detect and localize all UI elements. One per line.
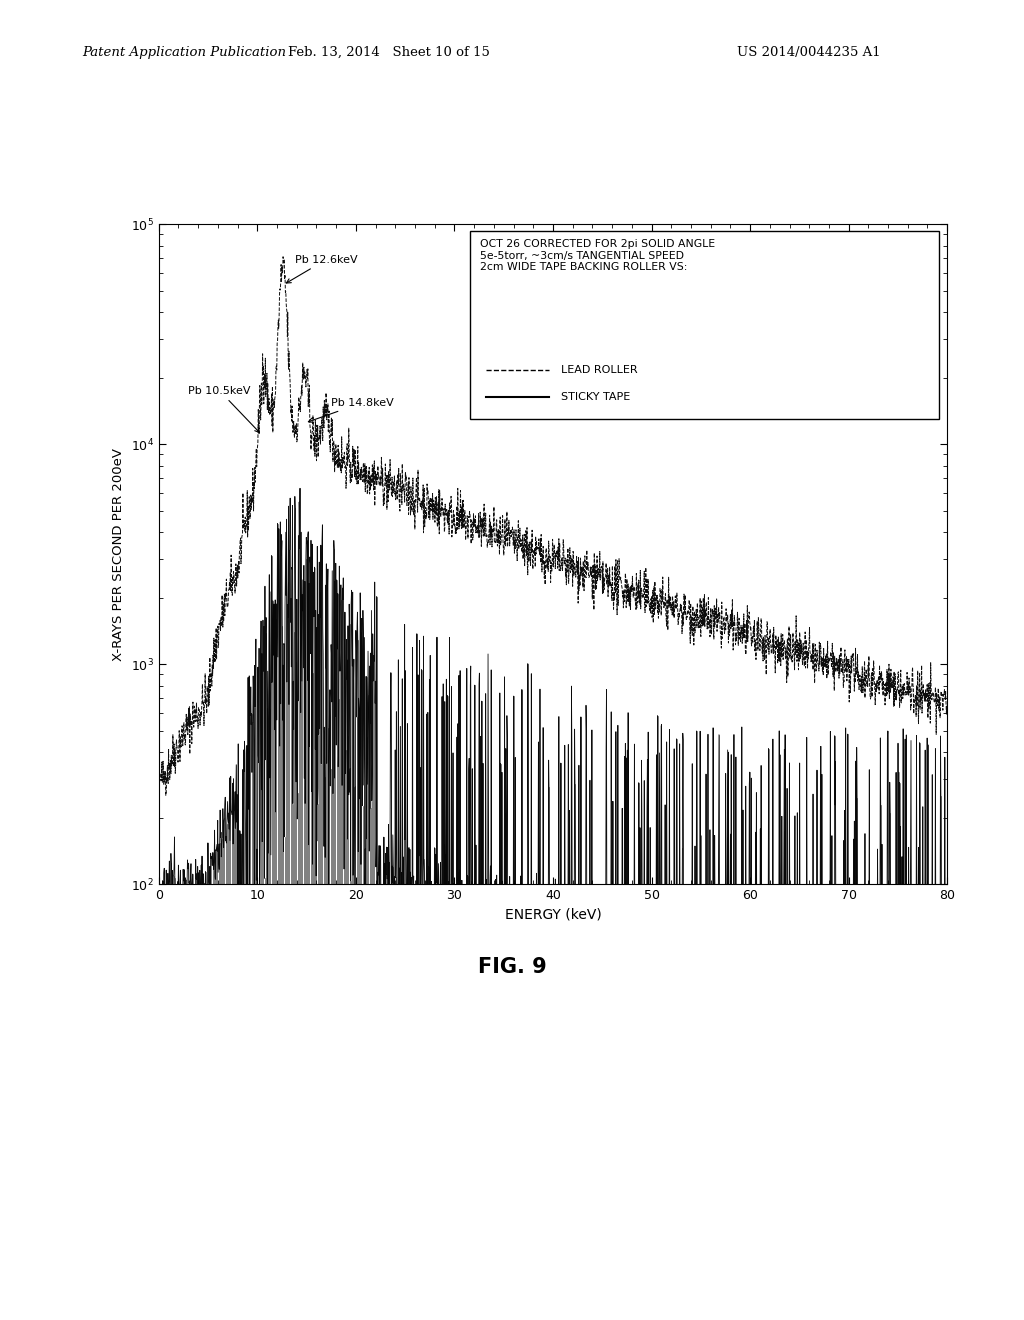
LEAD ROLLER [538,553,550,569]
STICKY TAPE [919,742,931,758]
X-axis label: ENERGY (keV): ENERGY (keV) [505,908,601,921]
LEAD ROLLER [919,693,931,709]
STICKY TAPE [774,917,786,933]
Text: Pb 12.6keV: Pb 12.6keV [287,255,357,282]
STICKY TAPE [196,857,208,873]
LEAD ROLLER [941,705,953,721]
Text: LEAD ROLLER: LEAD ROLLER [561,364,638,375]
LEAD ROLLER [155,766,167,781]
STICKY TAPE [919,917,931,933]
Text: Pb 14.8keV: Pb 14.8keV [308,397,394,422]
Text: Patent Application Publication: Patent Application Publication [82,46,286,59]
FancyBboxPatch shape [470,231,939,418]
Text: Pb 10.5keV: Pb 10.5keV [188,385,259,433]
Y-axis label: X-RAYS PER SECOND PER 200eV: X-RAYS PER SECOND PER 200eV [113,447,125,661]
LEAD ROLLER [517,552,529,568]
LEAD ROLLER [774,657,786,673]
STICKY TAPE [294,480,306,496]
Text: STICKY TAPE: STICKY TAPE [561,392,630,403]
LEAD ROLLER [196,709,208,725]
STICKY TAPE [155,888,167,904]
Line: LEAD ROLLER: LEAD ROLLER [161,257,947,796]
LEAD ROLLER [160,788,172,804]
LEAD ROLLER [919,685,931,701]
Text: Feb. 13, 2014   Sheet 10 of 15: Feb. 13, 2014 Sheet 10 of 15 [288,46,490,59]
Line: STICKY TAPE: STICKY TAPE [161,488,947,925]
Text: OCT 26 CORRECTED FOR 2pi SOLID ANGLE
5e-5torr, ~3cm/s TANGENTIAL SPEED
2cm WIDE : OCT 26 CORRECTED FOR 2pi SOLID ANGLE 5e-… [479,239,715,272]
STICKY TAPE [164,917,176,933]
STICKY TAPE [517,886,529,902]
Text: FIG. 9: FIG. 9 [477,957,547,977]
STICKY TAPE [538,917,550,933]
LEAD ROLLER [276,249,289,265]
STICKY TAPE [941,917,953,933]
Text: US 2014/0044235 A1: US 2014/0044235 A1 [737,46,881,59]
